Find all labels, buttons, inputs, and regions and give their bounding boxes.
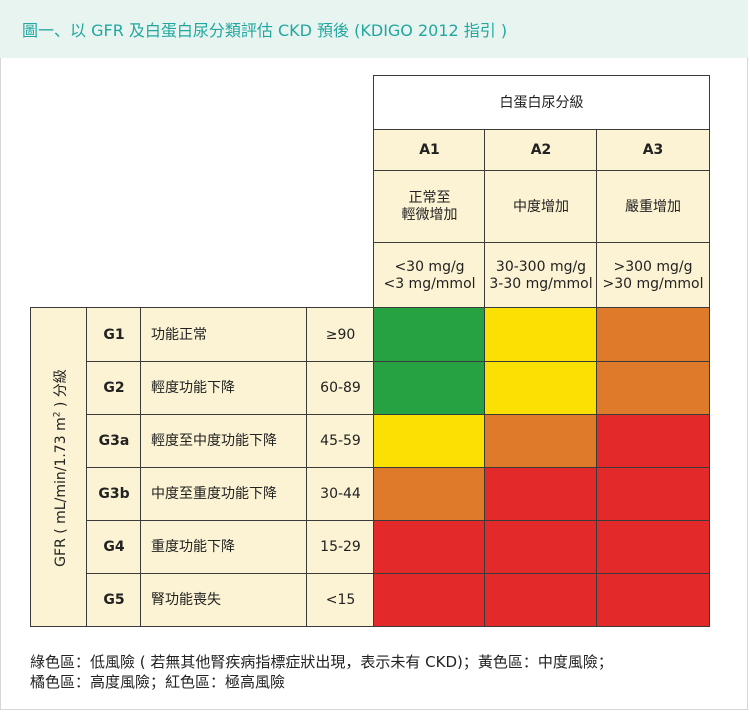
- albuminuria-label-a3: 嚴重增加: [596, 170, 710, 244]
- albuminuria-code-a2: A2: [484, 129, 598, 172]
- risk-cell-red: [484, 520, 598, 575]
- risk-cell-green: [373, 361, 486, 416]
- gfr-stage-code: G3a: [86, 414, 142, 469]
- gfr-stage-description: 腎功能喪失: [140, 573, 308, 627]
- gfr-stage-description: 輕度至中度功能下降: [140, 414, 308, 469]
- albuminuria-label-a1: 正常至 輕微增加: [373, 170, 486, 244]
- albuminuria-range-a2: 30-300 mg/g 3-30 mg/mmol: [484, 242, 598, 309]
- gfr-stage-description: 輕度功能下降: [140, 361, 308, 416]
- risk-cell-red: [596, 414, 710, 469]
- risk-cell-red: [484, 573, 598, 627]
- risk-cell-red: [596, 467, 710, 522]
- gfr-stage-code: G1: [86, 307, 142, 363]
- gfr-stage-range: 60-89: [306, 361, 375, 416]
- gfr-stage-range: 45-59: [306, 414, 375, 469]
- risk-cell-green: [373, 307, 486, 363]
- gfr-axis-label-box: GFR ( mL/min/1.73 m2 ) 分級: [30, 307, 88, 627]
- albuminuria-header: 白蛋白尿分級: [373, 75, 710, 131]
- risk-cell-red: [596, 520, 710, 575]
- risk-cell-orange: [596, 361, 710, 416]
- gfr-stage-range: ≥90: [306, 307, 375, 363]
- risk-cell-red: [596, 573, 710, 627]
- gfr-stage-description: 中度至重度功能下降: [140, 467, 308, 522]
- gfr-stage-code: G3b: [86, 467, 142, 522]
- gfr-stage-range: 30-44: [306, 467, 375, 522]
- gfr-stage-range: <15: [306, 573, 375, 627]
- risk-cell-orange: [373, 467, 486, 522]
- title-bar: 圖一、以 GFR 及白蛋白尿分類評估 CKD 預後 (KDIGO 2012 指引…: [0, 0, 748, 58]
- gfr-stage-description: 功能正常: [140, 307, 308, 363]
- risk-cell-red: [373, 520, 486, 575]
- footnote-line-2: 橘色區：高度風險；紅色區：極高風險: [30, 673, 286, 691]
- gfr-stage-code: G5: [86, 573, 142, 627]
- risk-cell-orange: [596, 307, 710, 363]
- albuminuria-range-a1: <30 mg/g <3 mg/mmol: [373, 242, 486, 309]
- risk-cell-orange: [484, 414, 598, 469]
- risk-cell-red: [484, 467, 598, 522]
- gfr-stage-range: 15-29: [306, 520, 375, 575]
- gfr-stage-code: G2: [86, 361, 142, 416]
- risk-cell-yellow: [484, 307, 598, 363]
- albuminuria-code-a3: A3: [596, 129, 710, 172]
- footnote-line-1: 綠色區：低風險 ( 若無其他腎疾病指標症狀出現，表示未有 CKD)；黃色區：中度…: [30, 653, 613, 671]
- risk-cell-yellow: [484, 361, 598, 416]
- legend-footnote: 綠色區：低風險 ( 若無其他腎疾病指標症狀出現，表示未有 CKD)；黃色區：中度…: [30, 652, 730, 692]
- albuminuria-code-a1: A1: [373, 129, 486, 172]
- figure-title: 圖一、以 GFR 及白蛋白尿分類評估 CKD 預後 (KDIGO 2012 指引…: [22, 21, 508, 40]
- gfr-stage-code: G4: [86, 520, 142, 575]
- risk-cell-yellow: [373, 414, 486, 469]
- gfr-axis-label: GFR ( mL/min/1.73 m2 ) 分級: [52, 369, 69, 567]
- albuminuria-range-a3: >300 mg/g >30 mg/mmol: [596, 242, 710, 309]
- risk-cell-red: [373, 573, 486, 627]
- gfr-stage-description: 重度功能下降: [140, 520, 308, 575]
- albuminuria-label-a2: 中度增加: [484, 170, 598, 244]
